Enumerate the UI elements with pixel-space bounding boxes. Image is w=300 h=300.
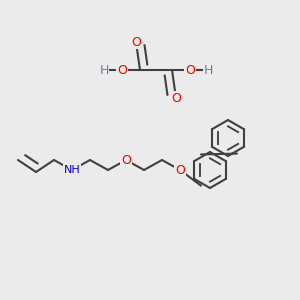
Text: O: O xyxy=(131,35,141,49)
Text: H: H xyxy=(99,64,109,76)
Text: O: O xyxy=(117,64,127,76)
Text: O: O xyxy=(121,154,131,166)
Text: NH: NH xyxy=(64,165,80,175)
Text: O: O xyxy=(175,164,185,176)
Text: O: O xyxy=(185,64,195,76)
Text: H: H xyxy=(203,64,213,76)
Text: O: O xyxy=(171,92,181,104)
